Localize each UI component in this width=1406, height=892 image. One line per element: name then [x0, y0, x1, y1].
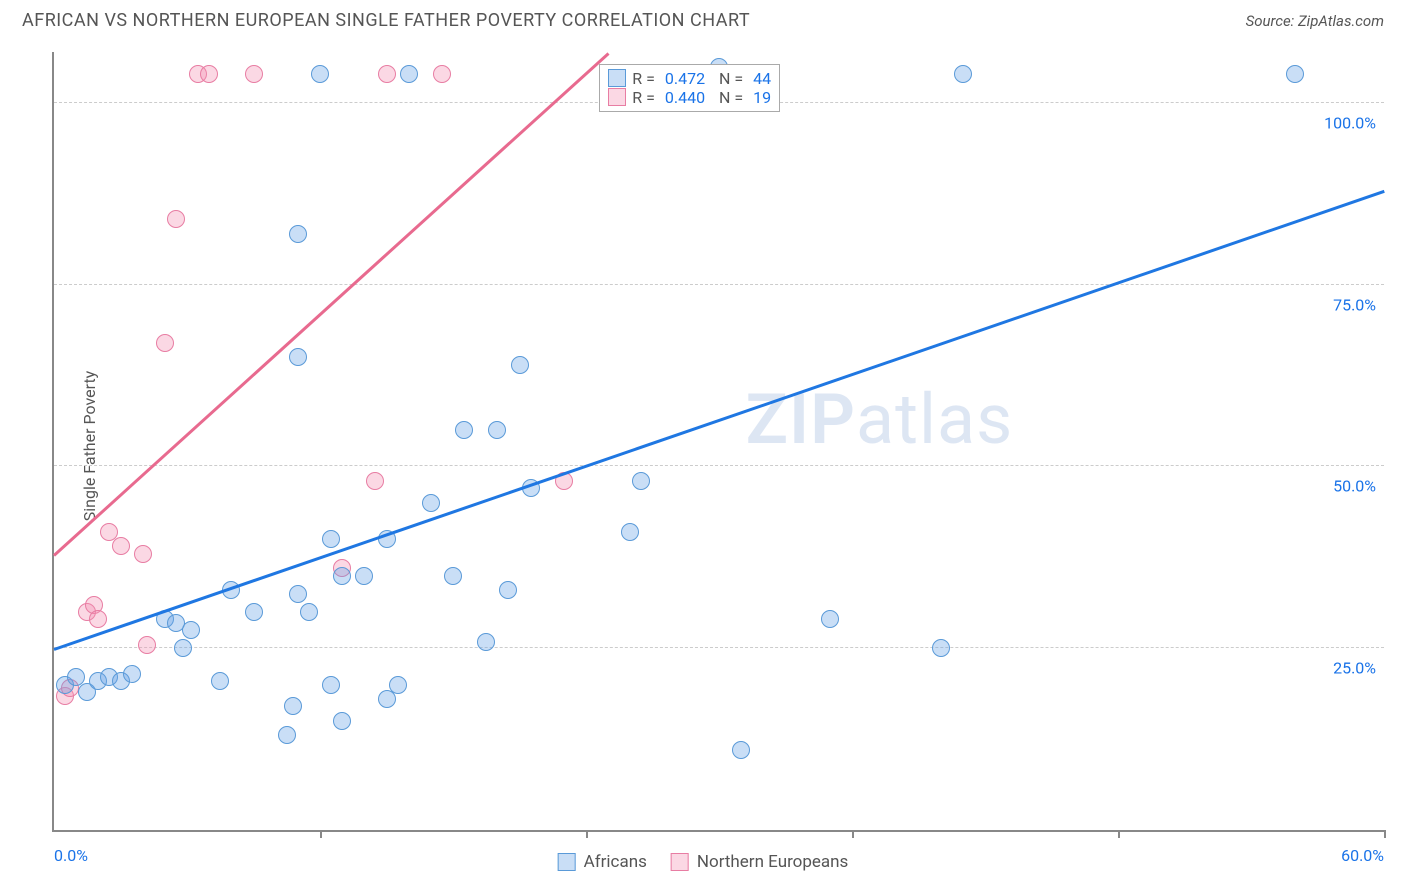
marker-africans [621, 523, 639, 541]
marker-africans [322, 530, 340, 548]
marker-northern_europeans [167, 210, 185, 228]
marker-africans [333, 567, 351, 585]
swatch-northern-europeans [671, 853, 689, 871]
trend-line-africans [54, 190, 1385, 651]
marker-africans [284, 697, 302, 715]
x-tick-label: 60.0% [1341, 846, 1384, 865]
marker-africans [278, 726, 296, 744]
marker-northern_europeans [89, 610, 107, 628]
correlation-legend: R = 0.472 N = 44R = 0.440 N = 19 [599, 64, 780, 112]
marker-africans [444, 567, 462, 585]
x-tick [1118, 830, 1120, 838]
marker-africans [477, 633, 495, 651]
marker-africans [499, 581, 517, 599]
grid-line [54, 465, 1384, 466]
marker-africans [245, 603, 263, 621]
y-tick-label: 50.0% [1333, 477, 1376, 496]
marker-africans [932, 639, 950, 657]
marker-africans [821, 610, 839, 628]
marker-africans [1286, 65, 1304, 83]
x-tick [320, 830, 322, 838]
marker-africans [289, 348, 307, 366]
marker-africans [182, 621, 200, 639]
marker-africans [455, 421, 473, 439]
source-label: Source: ZipAtlas.com [1246, 12, 1384, 30]
x-tick [586, 830, 588, 838]
marker-africans [211, 672, 229, 690]
marker-africans [289, 585, 307, 603]
marker-africans [488, 421, 506, 439]
legend-item-northern-europeans: Northern Europeans [671, 852, 848, 872]
marker-africans [732, 741, 750, 759]
marker-africans [632, 472, 650, 490]
marker-northern_europeans [378, 65, 396, 83]
marker-africans [954, 65, 972, 83]
y-tick-label: 75.0% [1333, 295, 1376, 314]
marker-africans [289, 225, 307, 243]
marker-northern_europeans [112, 537, 130, 555]
marker-northern_europeans [156, 334, 174, 352]
marker-africans [322, 676, 340, 694]
marker-northern_europeans [134, 545, 152, 563]
marker-africans [511, 356, 529, 374]
y-tick-label: 100.0% [1324, 113, 1376, 132]
plot-wrap: ZIPatlas 25.0%50.0%75.0%100.0%0.0%60.0%R… [52, 52, 1384, 832]
watermark: ZIPatlas [746, 379, 1014, 461]
marker-africans [174, 639, 192, 657]
marker-africans [333, 712, 351, 730]
marker-africans [422, 494, 440, 512]
marker-northern_europeans [138, 636, 156, 654]
plot-area: ZIPatlas 25.0%50.0%75.0%100.0%0.0%60.0%R… [52, 52, 1384, 832]
marker-africans [378, 690, 396, 708]
grid-line [54, 647, 1384, 648]
marker-africans [123, 665, 141, 683]
marker-africans [311, 65, 329, 83]
legend-label-africans: Africans [584, 852, 647, 872]
swatch-africans [558, 853, 576, 871]
x-tick-label: 0.0% [54, 846, 88, 865]
marker-northern_europeans [366, 472, 384, 490]
legend-bottom: Africans Northern Europeans [558, 852, 849, 872]
x-tick [1384, 830, 1386, 838]
marker-northern_europeans [433, 65, 451, 83]
marker-africans [400, 65, 418, 83]
marker-africans [300, 603, 318, 621]
marker-northern_europeans [200, 65, 218, 83]
y-tick-label: 25.0% [1333, 659, 1376, 678]
legend-label-northern-europeans: Northern Europeans [697, 852, 848, 872]
marker-africans [355, 567, 373, 585]
marker-africans [389, 676, 407, 694]
marker-northern_europeans [245, 65, 263, 83]
x-tick [852, 830, 854, 838]
legend-item-africans: Africans [558, 852, 647, 872]
chart-title: AFRICAN VS NORTHERN EUROPEAN SINGLE FATH… [22, 10, 750, 31]
grid-line [54, 284, 1384, 285]
